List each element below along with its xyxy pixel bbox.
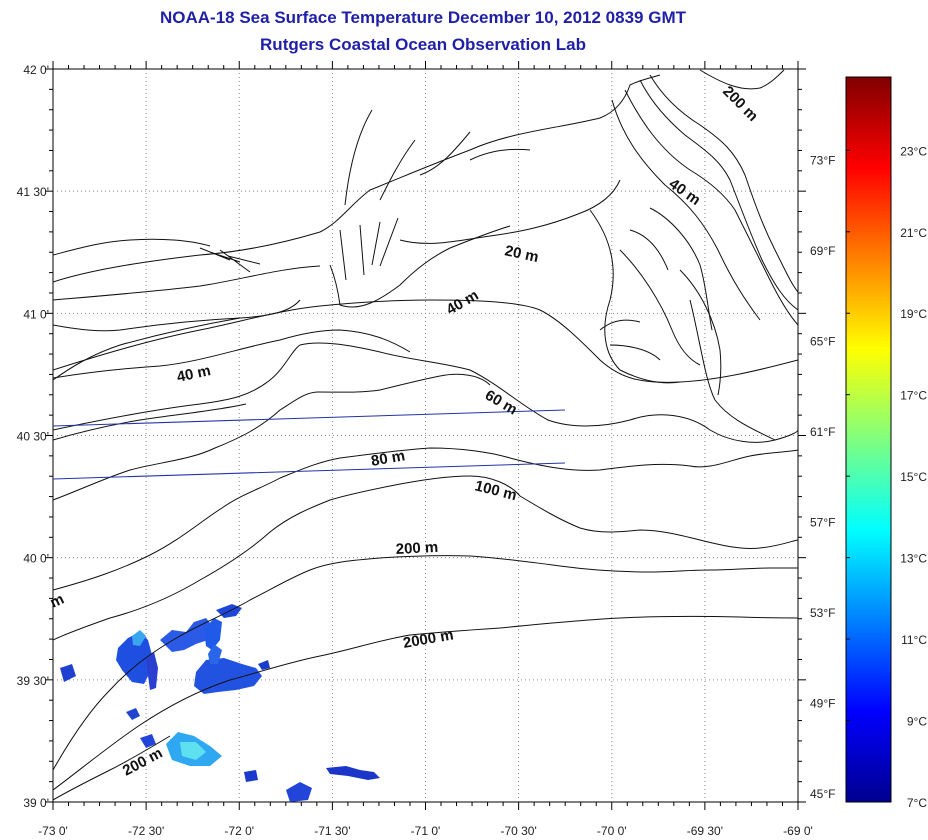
map-subtitle: Rutgers Coastal Ocean Observation Lab xyxy=(260,35,586,54)
lat-tick-label: 41 30' xyxy=(17,185,49,199)
bathymetry-contours xyxy=(53,299,798,801)
lon-tick-label: -69 0' xyxy=(783,824,813,838)
celsius-label: 21°C xyxy=(900,226,927,240)
fahrenheit-label: 53°F xyxy=(810,606,835,620)
longitude-labels: -73 0' -72 30' -72 0' -71 30' -71 0' -70 30' -… xyxy=(38,824,813,838)
celsius-label: 19°C xyxy=(900,307,927,321)
lon-tick-label: -72 30' xyxy=(128,824,164,838)
colorbar-labels: 23°C 21°C 19°C 17°C 15°C 13°C 11°C 9°C 7°C 73°F 69… xyxy=(810,144,927,810)
lat-tick-label: 40 0' xyxy=(23,552,49,566)
contour-label: 20 m xyxy=(503,242,540,266)
celsius-label: 11°C xyxy=(901,633,927,647)
lon-tick-label: -70 30' xyxy=(500,824,536,838)
lat-tick-label: 39 0' xyxy=(23,796,49,810)
transect-lines xyxy=(53,409,566,480)
celsius-label: 9°C xyxy=(907,715,927,729)
frame-ticks xyxy=(45,61,806,810)
lat-tick-label: 42 0' xyxy=(23,63,49,77)
celsius-label: 15°C xyxy=(900,470,927,484)
fahrenheit-label: 61°F xyxy=(810,425,835,439)
celsius-label: 13°C xyxy=(900,552,927,566)
lon-tick-label: -71 0' xyxy=(411,824,441,838)
contour-label: 80 m xyxy=(370,447,407,470)
lat-tick-label: 39 30' xyxy=(17,674,49,688)
lat-lon-grid xyxy=(53,69,798,802)
fahrenheit-label: 65°F xyxy=(810,334,835,348)
contour-label: 200 m xyxy=(395,539,438,558)
lat-tick-label: 40 30' xyxy=(17,430,49,444)
sst-data-patches xyxy=(60,604,380,802)
contour-label: 40 m xyxy=(175,362,212,386)
fahrenheit-label: 57°F xyxy=(810,515,835,529)
lon-tick-label: -73 0' xyxy=(38,824,68,838)
lon-tick-label: -72 0' xyxy=(224,824,254,838)
fahrenheit-label: 69°F xyxy=(810,244,835,258)
coastline xyxy=(53,69,798,441)
lat-tick-label: 41 0' xyxy=(23,307,49,321)
lon-tick-label: -70 0' xyxy=(597,824,627,838)
fahrenheit-label: 45°F xyxy=(810,787,835,801)
celsius-label: 17°C xyxy=(900,389,927,403)
map-title: NOAA-18 Sea Surface Temperature December… xyxy=(160,8,686,27)
celsius-label: 23°C xyxy=(900,144,927,158)
latitude-labels: 42 0' 41 30' 41 0' 40 30' 40 0' 39 30' 39 0' xyxy=(17,63,49,810)
colorbar xyxy=(845,76,892,803)
celsius-label: 7°C xyxy=(907,796,927,810)
contour-label: m xyxy=(48,591,67,612)
fahrenheit-label: 49°F xyxy=(810,696,835,710)
lon-tick-label: -71 30' xyxy=(314,824,350,838)
lon-tick-label: -69 30' xyxy=(687,824,723,838)
fahrenheit-label: 73°F xyxy=(810,153,835,167)
